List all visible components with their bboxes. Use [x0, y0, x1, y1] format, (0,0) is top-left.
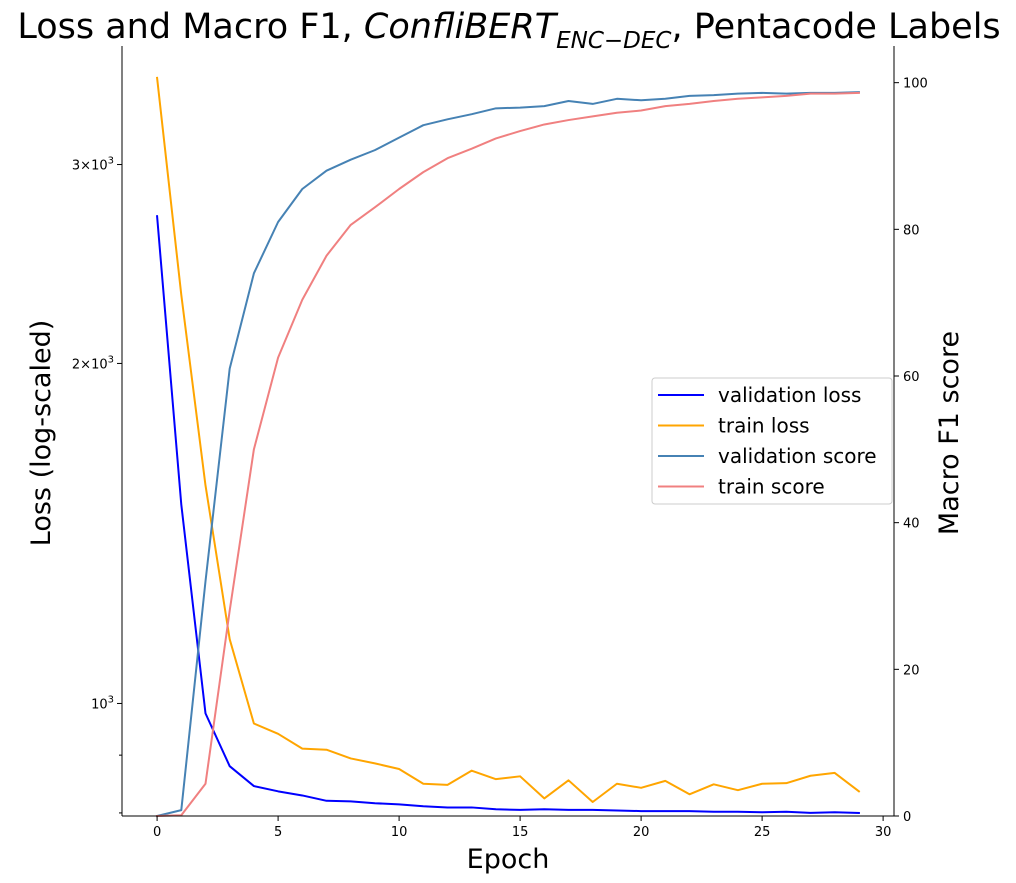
legend-frame [651, 377, 893, 505]
right-axis-title: Macro F1 score [934, 331, 965, 535]
right-tick-label: 40 [903, 517, 920, 532]
x-tick-label: 25 [754, 825, 771, 840]
series-line-validation-loss [156, 215, 860, 814]
right-tick-label: 20 [903, 663, 920, 678]
right-tick-label: 0 [903, 810, 911, 825]
chart-title-model: ConfliBERT [364, 7, 559, 47]
left-tick-label: 2×103 [72, 354, 114, 372]
left-axis-title: Loss (log-scaled) [26, 320, 57, 546]
x-tick-label: 20 [633, 825, 650, 840]
chart-title-prefix: Loss and Macro F1, [17, 7, 364, 47]
chart-title-suffix: , Pentacode Labels [671, 7, 1000, 47]
legend: validation loss train loss validation scor… [651, 377, 893, 505]
series-line-train-loss [155, 76, 861, 804]
chart-title: Loss and Macro F1, ConfliBERTENC−DEC, Pe… [17, 7, 1000, 54]
right-tick-label: 60 [903, 370, 920, 385]
x-tick-label: 5 [274, 825, 282, 840]
legend-label: train loss [718, 414, 810, 438]
x-axis-title: Epoch [467, 844, 550, 875]
left-axis-ticks: 103 2×103 3×103 [72, 156, 122, 814]
series-line-train-score [156, 91, 860, 818]
right-tick-label: 100 [903, 77, 928, 92]
legend-label: validation loss [718, 383, 861, 407]
right-axis-ticks: 0 20 40 60 80 100 [894, 77, 928, 825]
x-tick-label: 0 [153, 825, 161, 840]
left-tick-label: 103 [91, 694, 114, 712]
x-tick-label: 15 [512, 825, 529, 840]
right-tick-label: 80 [903, 223, 920, 238]
legend-label: validation score [718, 444, 877, 468]
series-layer [155, 76, 861, 818]
x-tick-label: 10 [391, 825, 408, 840]
chart-title-model-subscript: ENC−DEC [556, 28, 671, 54]
legend-label: train score [718, 475, 825, 499]
series-line-validation-score [155, 91, 860, 818]
left-tick-label: 3×103 [72, 156, 114, 174]
legend-items: validation loss train loss validation scor… [658, 383, 877, 499]
x-axis-ticks: 0 5 10 15 20 25 30 [153, 816, 891, 840]
x-tick-label: 30 [875, 825, 892, 840]
